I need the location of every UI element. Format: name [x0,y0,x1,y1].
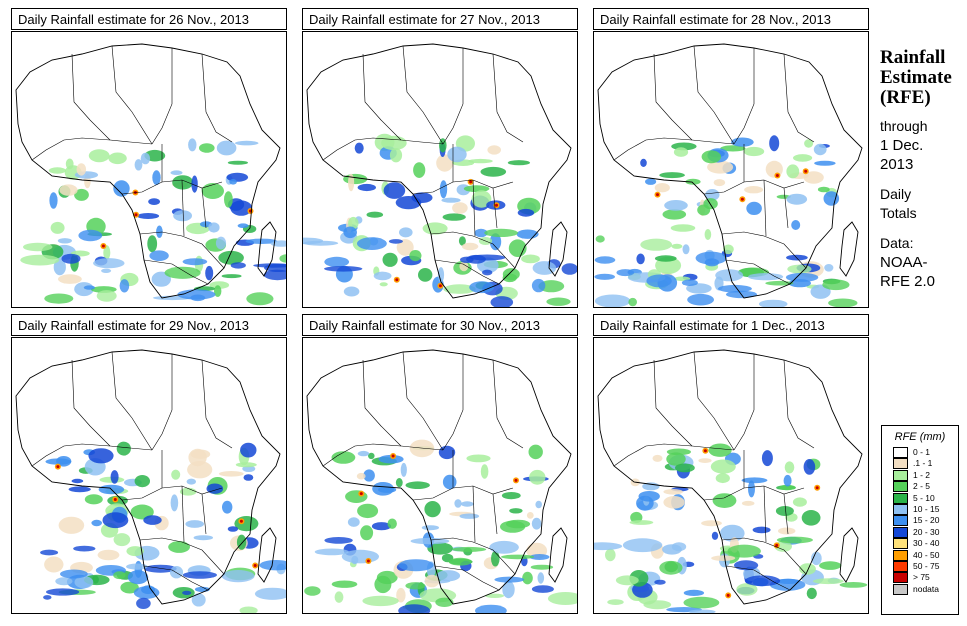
legend-item: nodata [882,583,958,595]
map-panel-nov-29: Daily Rainfall estimate for 29 Nov., 201… [11,314,289,614]
sidebar-through: through [880,118,928,134]
legend-swatch [893,549,908,561]
sidebar-daily: Totals [880,205,917,221]
rainfall-map [302,337,578,614]
legend-label: nodata [913,583,939,594]
legend-label: 0 - 1 [913,447,931,457]
rainfall-map [302,31,578,308]
sidebar-date: 1 Dec. [880,137,924,154]
sidebar-data: Data: [880,235,914,251]
sidebar-title-line: (RFE) [880,87,931,108]
legend-swatch [893,481,908,493]
rainfall-map [11,31,287,308]
legend-swatch [893,526,908,538]
legend-item: 2 - 5 [882,481,958,493]
legend-label: 30 - 40 [913,538,940,549]
africa-map-drawing [303,43,577,307]
legend-item: 10 - 15 [882,503,958,515]
legend-swatch [893,469,908,481]
legend-item: > 75 [882,572,958,584]
africa-map-drawing [594,349,868,613]
legend-label: 20 - 30 [913,526,940,537]
legend-swatch [893,458,908,470]
legend-swatch [893,492,908,504]
panel-title: Daily Rainfall estimate for 30 Nov., 201… [302,314,578,336]
map-panel-dec-1: Daily Rainfall estimate for 1 Dec., 2013 [593,314,871,614]
legend-label: 15 - 20 [913,515,940,526]
rainfall-map [593,31,869,308]
legend-swatch [893,447,908,458]
sidebar-data: RFE 2.0 [880,273,936,290]
rainfall-map [593,337,869,614]
legend-label: 5 - 10 [913,492,935,503]
sidebar-date: 2013 [880,156,914,173]
legend-label: 40 - 50 [913,549,940,560]
legend-swatch [893,583,908,595]
sidebar-data: NOAA- [880,254,928,271]
legend-label: .1 - 1 [913,458,933,469]
legend-label: > 75 [913,572,930,583]
africa-map-drawing [304,349,577,613]
legend-item: 30 - 40 [882,538,958,550]
legend-item: 5 - 10 [882,492,958,504]
legend-item: .1 - 1 [882,458,958,470]
legend-item: 1 - 2 [882,469,958,481]
panel-title: Daily Rainfall estimate for 28 Nov., 201… [593,8,869,30]
legend-swatch [893,515,908,527]
legend-item: 20 - 30 [882,526,958,538]
legend-title: RFE (mm) [894,431,946,443]
sidebar-title-line: Rainfall [880,47,946,68]
legend-item: 15 - 20 [882,515,958,527]
panel-title: Daily Rainfall estimate for 26 Nov., 201… [11,8,287,30]
map-panel-nov-30: Daily Rainfall estimate for 30 Nov., 201… [302,314,580,614]
legend-swatch [893,560,908,572]
legend-label: 10 - 15 [913,503,940,514]
rainfall-map [11,337,287,614]
sidebar-info: Rainfall Estimate (RFE) through 1 Dec. 2… [880,48,965,291]
panel-title: Daily Rainfall estimate for 1 Dec., 2013 [593,314,869,336]
legend-item: 50 - 75 [882,560,958,572]
panel-title: Daily Rainfall estimate for 29 Nov., 201… [11,314,287,336]
panel-title: Daily Rainfall estimate for 27 Nov., 201… [302,8,578,30]
legend-swatch [893,538,908,550]
map-panel-nov-28: Daily Rainfall estimate for 28 Nov., 201… [593,8,871,308]
map-panel-nov-27: Daily Rainfall estimate for 27 Nov., 201… [302,8,580,308]
legend-label: 50 - 75 [913,560,940,571]
legend-label: 2 - 5 [913,481,931,492]
sidebar-title-line: Estimate [880,67,952,88]
africa-map-drawing [594,43,863,307]
africa-map-drawing [15,43,286,306]
legend-swatch [893,503,908,515]
legend-item: 40 - 50 [882,549,958,561]
map-panel-nov-26: Daily Rainfall estimate for 26 Nov., 201… [11,8,289,308]
legend-swatch [893,572,908,584]
legend-item: 0 - 1 [882,447,958,458]
legend-label: 1 - 2 [913,469,931,480]
sidebar-daily: Daily [880,186,912,202]
africa-map-drawing [15,349,286,613]
